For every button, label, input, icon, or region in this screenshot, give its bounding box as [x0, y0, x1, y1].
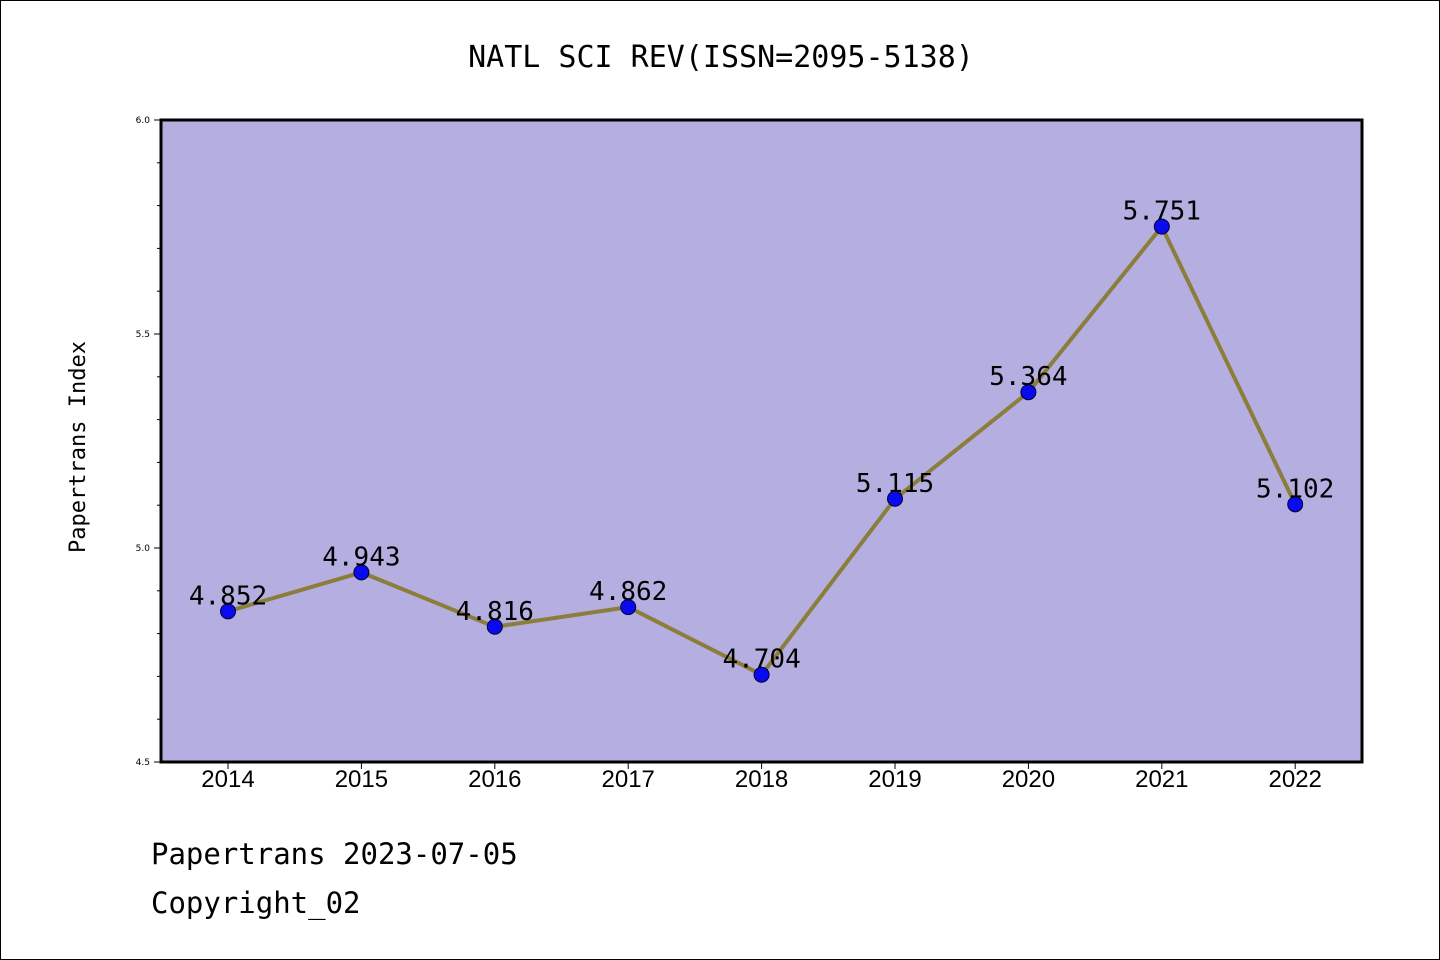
x-tick-label: 2021: [1135, 766, 1188, 793]
data-label: 5.102: [1256, 474, 1334, 504]
data-label: 4.852: [189, 581, 267, 611]
data-label: 4.704: [722, 645, 800, 675]
data-label: 4.862: [589, 577, 667, 607]
data-point: [753, 666, 770, 683]
data-point: [620, 599, 637, 616]
x-tick-label: 2017: [602, 766, 655, 793]
series-markers: [220, 218, 1304, 683]
data-point: [1020, 384, 1037, 401]
y-tick-label: 5.0: [136, 544, 151, 554]
data-point: [887, 490, 903, 507]
data-label: 5.364: [989, 362, 1067, 392]
data-labels: 4.852 4.943 4.816 4.862 4.704 5.115 5.364 5.751…: [189, 197, 1334, 675]
y-axis: 4.5 5.0 5.5 6.0: [136, 116, 161, 768]
x-tick-label: 2014: [201, 766, 254, 793]
data-point: [1287, 496, 1304, 513]
data-label: 5.751: [1123, 197, 1201, 227]
chart-title: NATL SCI REV(ISSN=2095-5138): [468, 40, 974, 75]
data-point: [220, 603, 236, 620]
data-point: [486, 618, 503, 635]
y-tick-label: 4.5: [136, 758, 150, 768]
data-point: [353, 564, 370, 581]
x-tick-label: 2015: [335, 766, 388, 793]
y-tick-label: 6.0: [136, 116, 151, 126]
y-tick-label: 5.5: [136, 330, 150, 340]
x-tick-label: 2020: [1002, 766, 1055, 793]
data-label: 4.816: [456, 597, 534, 627]
x-axis: 2014 2015 2016 2017 2018 2019 2020 2021 2022: [201, 762, 1322, 793]
footer-date-line: Papertrans 2023-07-05: [151, 837, 518, 871]
x-tick-label: 2018: [735, 766, 788, 793]
data-label: 4.943: [322, 542, 400, 572]
y-axis-label: Papertrans Index: [66, 341, 91, 553]
data-point: [1153, 218, 1170, 235]
x-tick-label: 2016: [468, 766, 521, 793]
footer-copyright-line: Copyright_02: [151, 886, 361, 920]
data-label: 5.115: [856, 469, 934, 499]
x-tick-label: 2022: [1269, 766, 1322, 793]
x-tick-label: 2019: [868, 766, 921, 793]
